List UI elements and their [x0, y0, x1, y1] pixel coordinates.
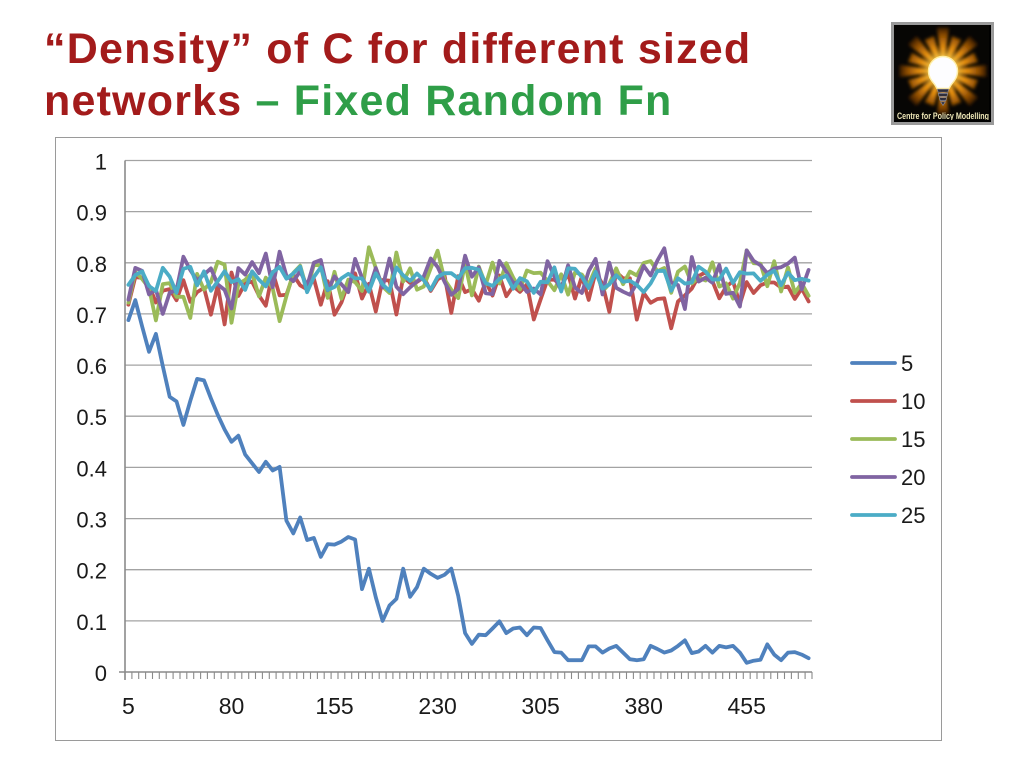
svg-text:5: 5	[122, 693, 135, 719]
svg-text:455: 455	[728, 693, 766, 719]
svg-text:0.2: 0.2	[76, 559, 107, 584]
svg-text:0.1: 0.1	[76, 610, 107, 635]
svg-text:0.9: 0.9	[76, 201, 107, 226]
svg-text:230: 230	[418, 693, 456, 719]
svg-text:20: 20	[901, 465, 925, 490]
svg-text:0.8: 0.8	[76, 252, 107, 277]
svg-text:0.5: 0.5	[76, 405, 107, 430]
svg-text:380: 380	[625, 693, 663, 719]
svg-text:0.4: 0.4	[76, 456, 107, 481]
svg-text:0: 0	[95, 661, 107, 686]
svg-text:305: 305	[521, 693, 559, 719]
svg-text:0.3: 0.3	[76, 508, 107, 533]
svg-text:0.6: 0.6	[76, 354, 107, 379]
svg-text:1: 1	[95, 150, 107, 175]
svg-text:Centre for Policy Modelling: Centre for Policy Modelling	[897, 111, 989, 120]
svg-text:155: 155	[315, 693, 353, 719]
svg-text:25: 25	[901, 503, 925, 528]
svg-text:5: 5	[901, 351, 913, 376]
svg-text:0.7: 0.7	[76, 303, 107, 328]
svg-text:10: 10	[901, 389, 925, 414]
svg-text:15: 15	[901, 427, 925, 452]
svg-text:80: 80	[219, 693, 245, 719]
